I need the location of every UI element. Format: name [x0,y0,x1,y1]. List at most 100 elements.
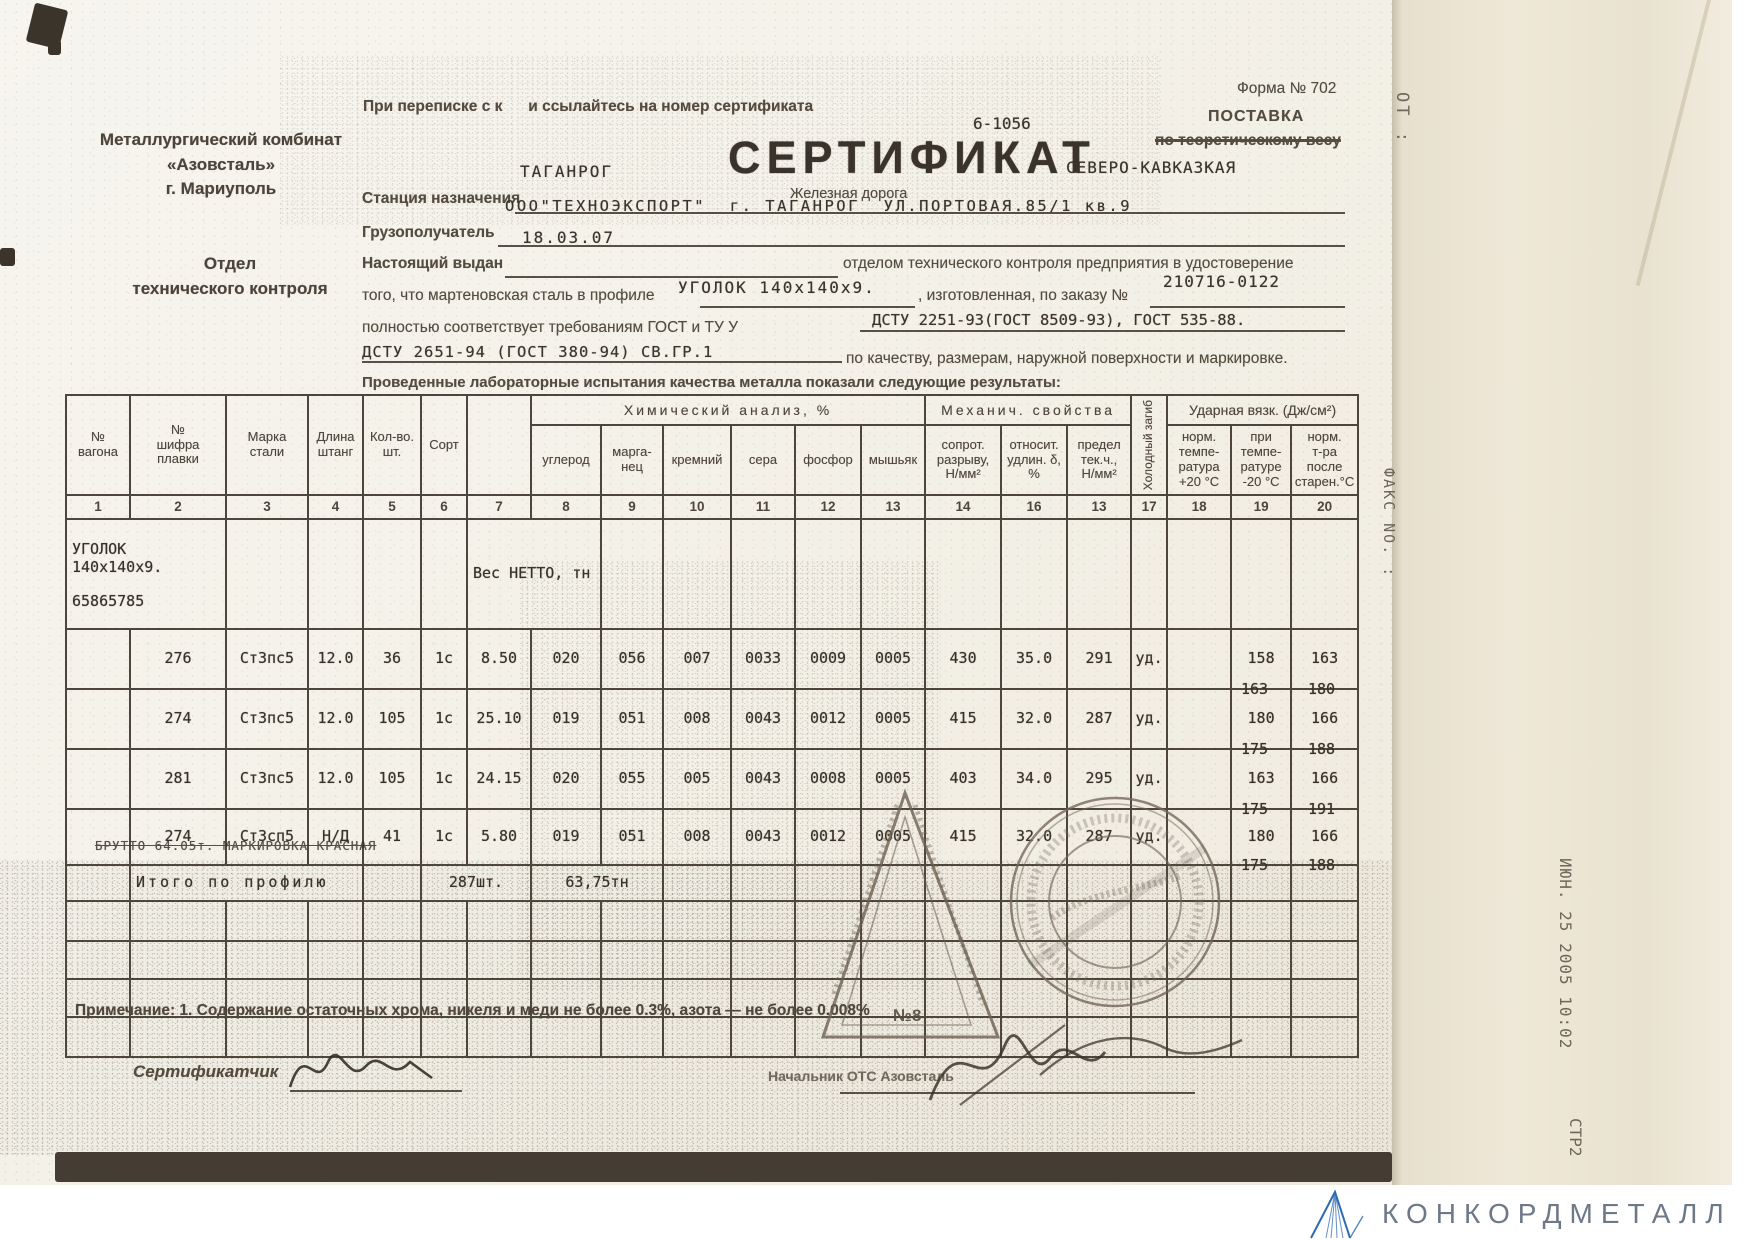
col-header: сопрот. разрыву, Н/мм² [924,424,1003,496]
issued-label: Настоящий выдан [362,255,504,272]
col-header: норм. темпе- ратура +20 °С [1166,424,1233,496]
col-header: норм. т-ра после старен.°С [1290,424,1360,496]
gost-value2: ДСТУ 2651-94 (ГОСТ 380-94) СВ.ГР.1 [362,343,714,361]
col-header: Кол-во. шт. [362,394,422,496]
col-header: № шифра плавки [129,394,227,496]
chief-underline [840,1092,1195,1094]
fax-from-label: ОТ : [1392,92,1412,145]
issued-underline [505,276,838,278]
chief-signature [928,1024,1243,1106]
order-label: , изготовленная, по заказу № [918,287,1129,304]
railway-name: СЕВЕРО-КАВКАЗКАЯ [1066,158,1237,177]
col-header-cold-bend: Холодный загиб [1130,394,1169,496]
empty-row [65,977,1360,1018]
totals-weight: 63,75тн [530,863,664,902]
station-underline [515,212,1345,214]
quality-label: по качеству, размерам, наружной поверхно… [846,350,1288,367]
consignee-label: Грузополучатель [362,224,495,241]
table-row: 274 Ст3пс5 12.0 105 1с 25.10 019 051 008 0043… [65,687,1360,758]
empty-row [65,1015,1360,1058]
col-header: углерод [530,424,602,496]
totals-qty: 287шт. [420,863,532,902]
table-row: 274 Ст3сп5 Н/Д 41 1с 5.80 019 051 008 0043 00… [65,807,1360,874]
col-header: мышьяк [859,424,927,496]
table-subheader-row: углерод марга- нец кремний сера фосфор м… [66,424,1360,496]
org-block: Металлургический комбинат «Азовсталь» г.… [75,128,367,202]
consignee-value: 18.03.07 [522,228,616,247]
consignee-underline [498,245,1345,247]
triangle-stamp: №8 [820,788,1001,1039]
profile-underline [700,306,915,308]
col-header: № вагона [65,394,131,496]
document-title: СЕРТИФИКАТ [728,132,1096,183]
col-header: Длина штанг [307,394,364,496]
scan-artifact [0,248,15,266]
col-header: Марка стали [225,394,309,496]
scanned-page: Металлургический комбинат «Азовсталь» г.… [0,0,1392,1185]
station-label: Станция назначения [362,190,521,207]
brand-mountain-icon [1310,1189,1364,1239]
col-header: сера [730,424,796,496]
gost2-underline [362,361,842,363]
org-name-line1: Металлургический комбинат [99,130,343,149]
table-row: 276 Ст3пс5 12.0 36 1с 8.50 020 056 007 0033 0… [65,627,1360,698]
group-header-impact: Ударная вязк. (Дж/см²) [1166,394,1360,426]
net-weight-label: Вес НЕТТО, тн [466,518,602,630]
certifier-signature [288,1053,433,1088]
supply-label: ПОСТАВКА [1208,108,1305,125]
scan-black-bar [55,1152,1392,1182]
col-header [466,394,532,496]
gost-label: полностью соответствует требованиям ГОСТ… [362,319,738,336]
totals-label: Итого по профилю [129,863,364,902]
station-typed: ТАГАНРОГ [520,162,614,181]
fax-number-label: ФАКС NO. : [1380,468,1398,579]
issued-right-label: отделом технического контроля предприяти… [843,255,1294,272]
col-header: марга- нец [600,424,664,496]
certificate-number: 6-1056 [973,114,1031,133]
col-header: кремний [662,424,732,496]
fax-datetime: ИЮН. 25 2005 10:02 [1556,858,1575,1050]
fax-page-margin [1392,0,1732,1185]
table-group-header-row: № вагона № шифра плавки Марка стали Длин… [65,394,1360,496]
certifier-underline [290,1090,462,1092]
fax-page-number: СТР2 [1566,1118,1585,1157]
group-header-mechanical: Механич. свойства [924,394,1133,426]
profile-typed-value: УГОЛОК 140х140х9. [678,278,876,297]
supply-struck-label: по теоретическому весу [1155,132,1341,149]
profile-cell: УГОЛОК 140х140х9. 65865785 [65,518,227,630]
correspondence-note: При переписке с к и ссылайтесь на номер … [363,98,814,115]
col-header: относит. удлин. δ, % [1000,424,1069,496]
org-name-line2: «Азовсталь» [166,154,276,174]
col-header: Сорт [420,394,468,496]
footnote: Примечание: 1. Содержание остаточных хро… [75,1002,870,1019]
org-dept-block: Отдел технического контроля [105,252,355,301]
col-header: предел тек.ч., Н/мм² [1066,424,1133,496]
dept-line2: технического контроля [132,278,328,298]
gost-underline [860,330,1345,332]
order-number-value: 210716-0122 [1163,272,1280,291]
profile-row: УГОЛОК 140х140х9. 65865785 Вес НЕТТО, тн [65,518,1360,630]
table-row: 281 Ст3пс5 12.0 105 1с 24.15 020 055 005 0043… [65,747,1360,818]
railway-label: Железная дорога [790,186,908,202]
empty-row [65,939,1360,980]
brutto-note: БРУТТО 64.05т. МАРКИРОВКА КРАСНАЯ [95,838,377,853]
form-number: Форма № 702 [1237,80,1337,97]
dept-line1: Отдел [203,254,257,273]
scan-artifact [25,2,69,50]
col-header: фосфор [794,424,862,496]
group-header-chemical: Химический анализ, % [529,394,927,426]
gost-value: ДСТУ 2251-93(ГОСТ 8509-93), ГОСТ 535-88. [872,311,1246,329]
empty-row [65,899,1360,942]
brand-footer: КОНКОРДМЕТАЛЛ [1308,1188,1732,1240]
results-label: Проведенные лабораторные испытания качес… [362,374,1061,391]
order-underline [1150,306,1345,308]
certifier-label: Сертификатчик [133,1062,279,1081]
col-header: при темпе- ратуре -20 °С [1230,424,1293,496]
station-value: ООО"ТЕХНОЭКСПОРТ" г. ТАГАНРОГ УЛ.ПОРТОВА… [505,197,1133,215]
svg-text:№8: №8 [893,1006,921,1025]
org-city: г. Мариуполь [165,179,277,199]
brand-name: КОНКОРДМЕТАЛЛ [1382,1198,1732,1229]
results-table: № вагона № шифра плавки Марка стали Длин… [65,394,1360,1058]
profile-label: того, что мартеновская сталь в профиле [362,287,655,304]
